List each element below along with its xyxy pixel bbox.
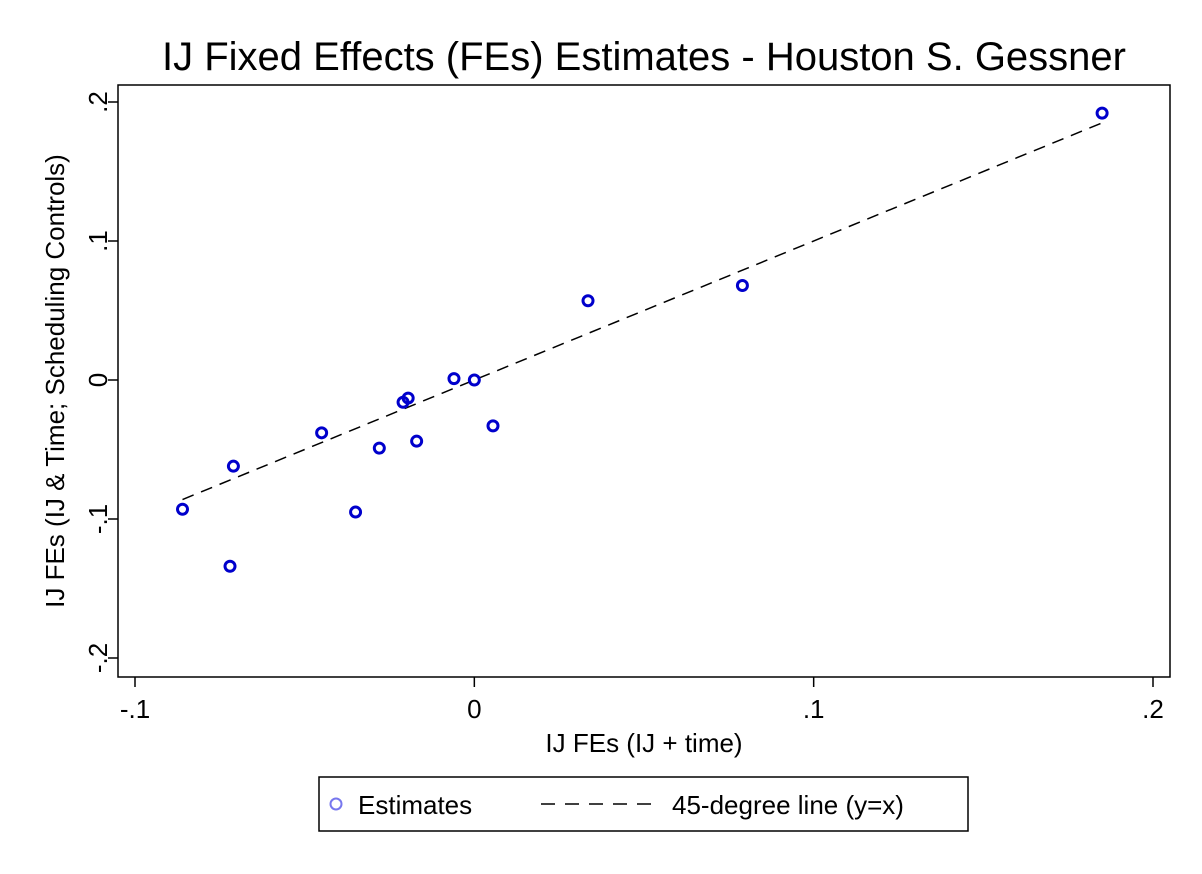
y-tick-label: 0 — [83, 373, 113, 387]
x-tick-label: -.1 — [120, 694, 150, 724]
x-tick-label: .1 — [803, 694, 825, 724]
scatter-point — [735, 278, 749, 292]
scatter-point — [486, 419, 500, 433]
scatter-point — [581, 294, 595, 308]
legend-estimates-label: Estimates — [358, 790, 472, 820]
x-tick-label: .2 — [1142, 694, 1164, 724]
scatter-point — [226, 459, 240, 473]
scatter-point — [401, 391, 415, 405]
scatter-point — [447, 372, 461, 386]
x-axis: -.1 0 .1 .2 — [120, 677, 1164, 724]
reference-line-layer — [182, 122, 1103, 501]
scatter-point — [315, 426, 329, 440]
legend-estimates-marker-icon — [329, 797, 343, 811]
x-tick-label: 0 — [467, 694, 481, 724]
scatter-point — [467, 373, 481, 387]
scatter-point — [349, 505, 363, 519]
legend: Estimates 45-degree line (y=x) — [318, 776, 969, 832]
y-axis-label: IJ FEs (IJ & Time; Scheduling Controls) — [40, 154, 70, 608]
y-tick-label: .1 — [83, 230, 113, 252]
x-axis-label: IJ FEs (IJ + time) — [545, 728, 742, 758]
scatter-point — [223, 559, 237, 573]
scatter-point — [176, 502, 190, 516]
chart-title: IJ Fixed Effects (FEs) Estimates - Houst… — [162, 35, 1126, 79]
y-axis: -.2 -.1 0 .1 .2 — [83, 91, 118, 673]
y-tick-label: -.1 — [83, 504, 113, 534]
legend-box — [318, 776, 969, 832]
scatter-point — [410, 434, 424, 448]
plot-area-frame — [117, 84, 1171, 678]
scatter-point-layer — [176, 106, 1109, 573]
line-45-degree-reference — [182, 122, 1103, 501]
legend-45-degree-line-label: 45-degree line (y=x) — [672, 790, 904, 820]
scatter-point — [372, 441, 386, 455]
y-tick-label: -.2 — [83, 643, 113, 673]
scatter-point — [1095, 106, 1109, 120]
y-tick-label: .2 — [83, 91, 113, 113]
